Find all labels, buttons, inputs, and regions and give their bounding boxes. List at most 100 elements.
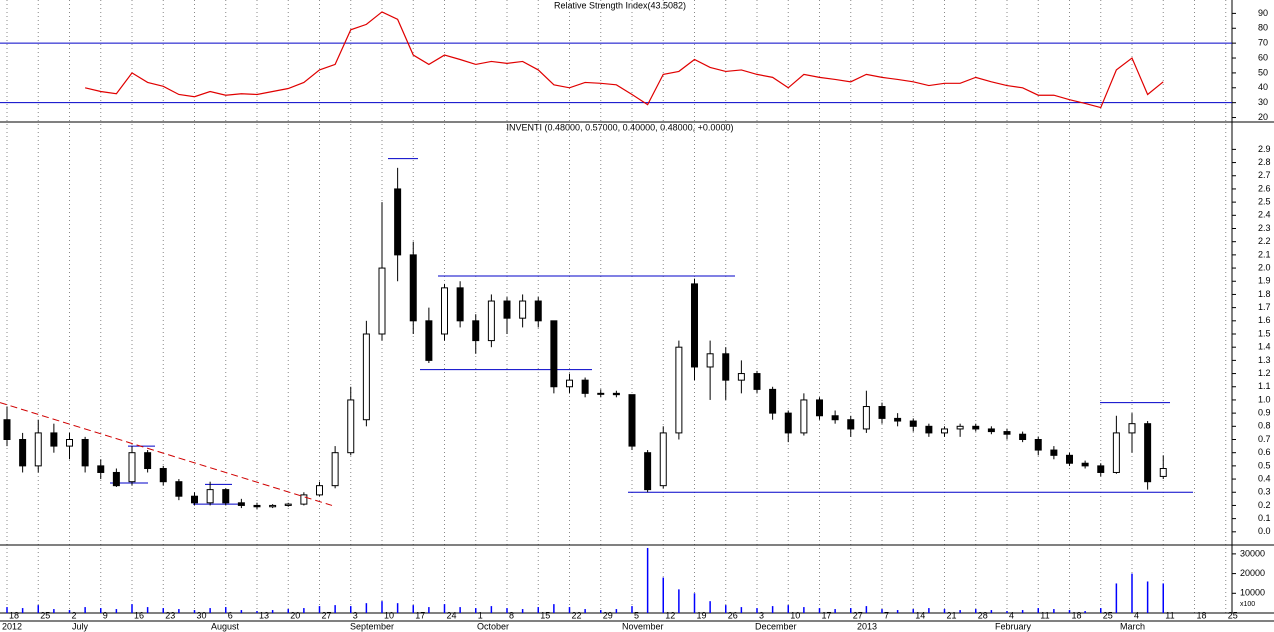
candle-body bbox=[987, 428, 995, 433]
candle-body bbox=[50, 432, 58, 447]
y-tick-label: 2.5 bbox=[1258, 197, 1271, 207]
y-tick-label: 0.7 bbox=[1258, 434, 1271, 444]
candle-body bbox=[566, 379, 573, 388]
candle-body bbox=[816, 399, 823, 417]
candle-body bbox=[941, 428, 948, 434]
y-tick-label: 2.0 bbox=[1258, 262, 1271, 272]
candle-body bbox=[159, 468, 167, 483]
y-tick-label: 2.8 bbox=[1258, 157, 1271, 167]
day-label: 2 bbox=[72, 610, 77, 620]
candle-body bbox=[800, 399, 808, 434]
candle-body bbox=[737, 373, 745, 381]
day-label: 27 bbox=[322, 610, 332, 620]
candle-body bbox=[1112, 432, 1120, 473]
day-label: 3 bbox=[759, 610, 764, 620]
candle-body bbox=[97, 465, 105, 473]
day-label: 30 bbox=[197, 610, 207, 620]
y-tick-label: 60 bbox=[1258, 52, 1268, 62]
day-label: 13 bbox=[259, 610, 269, 620]
day-label: 10 bbox=[384, 610, 394, 620]
candle-body bbox=[581, 379, 589, 394]
day-label: 20 bbox=[290, 610, 300, 620]
day-label: 4 bbox=[1009, 610, 1014, 620]
day-label: 4 bbox=[1134, 610, 1139, 620]
y-tick-label: 50 bbox=[1258, 67, 1268, 77]
y-tick-label: 0.9 bbox=[1258, 408, 1271, 418]
month-label: February bbox=[995, 621, 1032, 631]
candle-body bbox=[487, 300, 495, 342]
candle-body bbox=[237, 502, 245, 506]
y-tick-label: 0.5 bbox=[1258, 460, 1271, 470]
day-label: 12 bbox=[665, 610, 675, 620]
y-tick-label: 0.6 bbox=[1258, 447, 1271, 457]
y-tick-label: 2.6 bbox=[1258, 183, 1271, 193]
day-label: 18 bbox=[1072, 610, 1082, 620]
candle-body bbox=[1003, 431, 1011, 435]
day-label: 8 bbox=[509, 610, 514, 620]
y-tick-label: 1.2 bbox=[1258, 368, 1271, 378]
day-label: 27 bbox=[853, 610, 863, 620]
candle-body bbox=[956, 425, 964, 430]
day-label: 18 bbox=[1197, 610, 1207, 620]
y-tick-label: 80 bbox=[1258, 23, 1268, 33]
candle-body bbox=[81, 439, 89, 467]
y-tick-label: 2.4 bbox=[1258, 210, 1271, 220]
y-tick-label: 30 bbox=[1258, 97, 1268, 107]
y-tick-label: 20 bbox=[1258, 112, 1268, 122]
day-label: 19 bbox=[697, 610, 707, 620]
day-label: 16 bbox=[134, 610, 144, 620]
day-label: 26 bbox=[728, 610, 738, 620]
candle-body bbox=[394, 188, 402, 256]
day-label: 5 bbox=[634, 610, 639, 620]
day-label: 11 bbox=[1040, 610, 1049, 620]
candle-body bbox=[19, 439, 27, 467]
candle-body bbox=[1128, 423, 1136, 434]
candle-body bbox=[331, 452, 339, 487]
day-label: 10 bbox=[790, 610, 800, 620]
day-label: 15 bbox=[540, 610, 550, 620]
candle-body bbox=[284, 503, 292, 506]
candle-body bbox=[1019, 433, 1027, 441]
candle-body bbox=[519, 300, 527, 319]
candle-body bbox=[1097, 465, 1105, 473]
y-tick-label: 0.8 bbox=[1258, 421, 1271, 431]
day-label: 17 bbox=[415, 610, 425, 620]
y-tick-label: 1.0 bbox=[1258, 394, 1271, 404]
day-label: 25 bbox=[40, 610, 50, 620]
day-label: 7 bbox=[884, 610, 889, 620]
candle-body bbox=[925, 425, 933, 434]
day-label: 18 bbox=[9, 610, 19, 620]
candle-body bbox=[316, 485, 323, 496]
y-tick-label: 2.3 bbox=[1258, 223, 1271, 233]
day-label: 25 bbox=[1228, 610, 1238, 620]
candle-body bbox=[1034, 439, 1042, 451]
day-label: 14 bbox=[915, 610, 925, 620]
candle-body bbox=[456, 287, 464, 322]
candle-body bbox=[441, 287, 448, 335]
candle-body bbox=[1144, 423, 1152, 483]
candle-body bbox=[706, 353, 714, 368]
candle-body bbox=[722, 353, 730, 381]
candle-body bbox=[659, 432, 667, 487]
price-title: INVENTI (0.48000, 0.57000, 0.40000, 0.48… bbox=[507, 122, 734, 132]
y-tick-label: 40 bbox=[1258, 82, 1268, 92]
y-tick-label: 10000 bbox=[1240, 588, 1265, 598]
candle-body bbox=[222, 489, 230, 504]
day-label: 24 bbox=[447, 610, 457, 620]
candle-body bbox=[909, 420, 917, 427]
candle-body bbox=[847, 419, 855, 430]
day-label: 3 bbox=[353, 610, 358, 620]
day-label: 9 bbox=[103, 610, 108, 620]
candle-body bbox=[503, 300, 511, 319]
day-label: 11 bbox=[1165, 610, 1174, 620]
day-label: 22 bbox=[572, 610, 582, 620]
candle-body bbox=[534, 300, 542, 322]
candle-body bbox=[144, 452, 152, 470]
candle-body bbox=[1081, 462, 1089, 467]
candle-body bbox=[862, 406, 870, 430]
volume-unit: x100 bbox=[1240, 601, 1255, 608]
candle-body bbox=[831, 415, 839, 421]
month-label: 2013 bbox=[857, 621, 877, 631]
day-label: 23 bbox=[165, 610, 175, 620]
